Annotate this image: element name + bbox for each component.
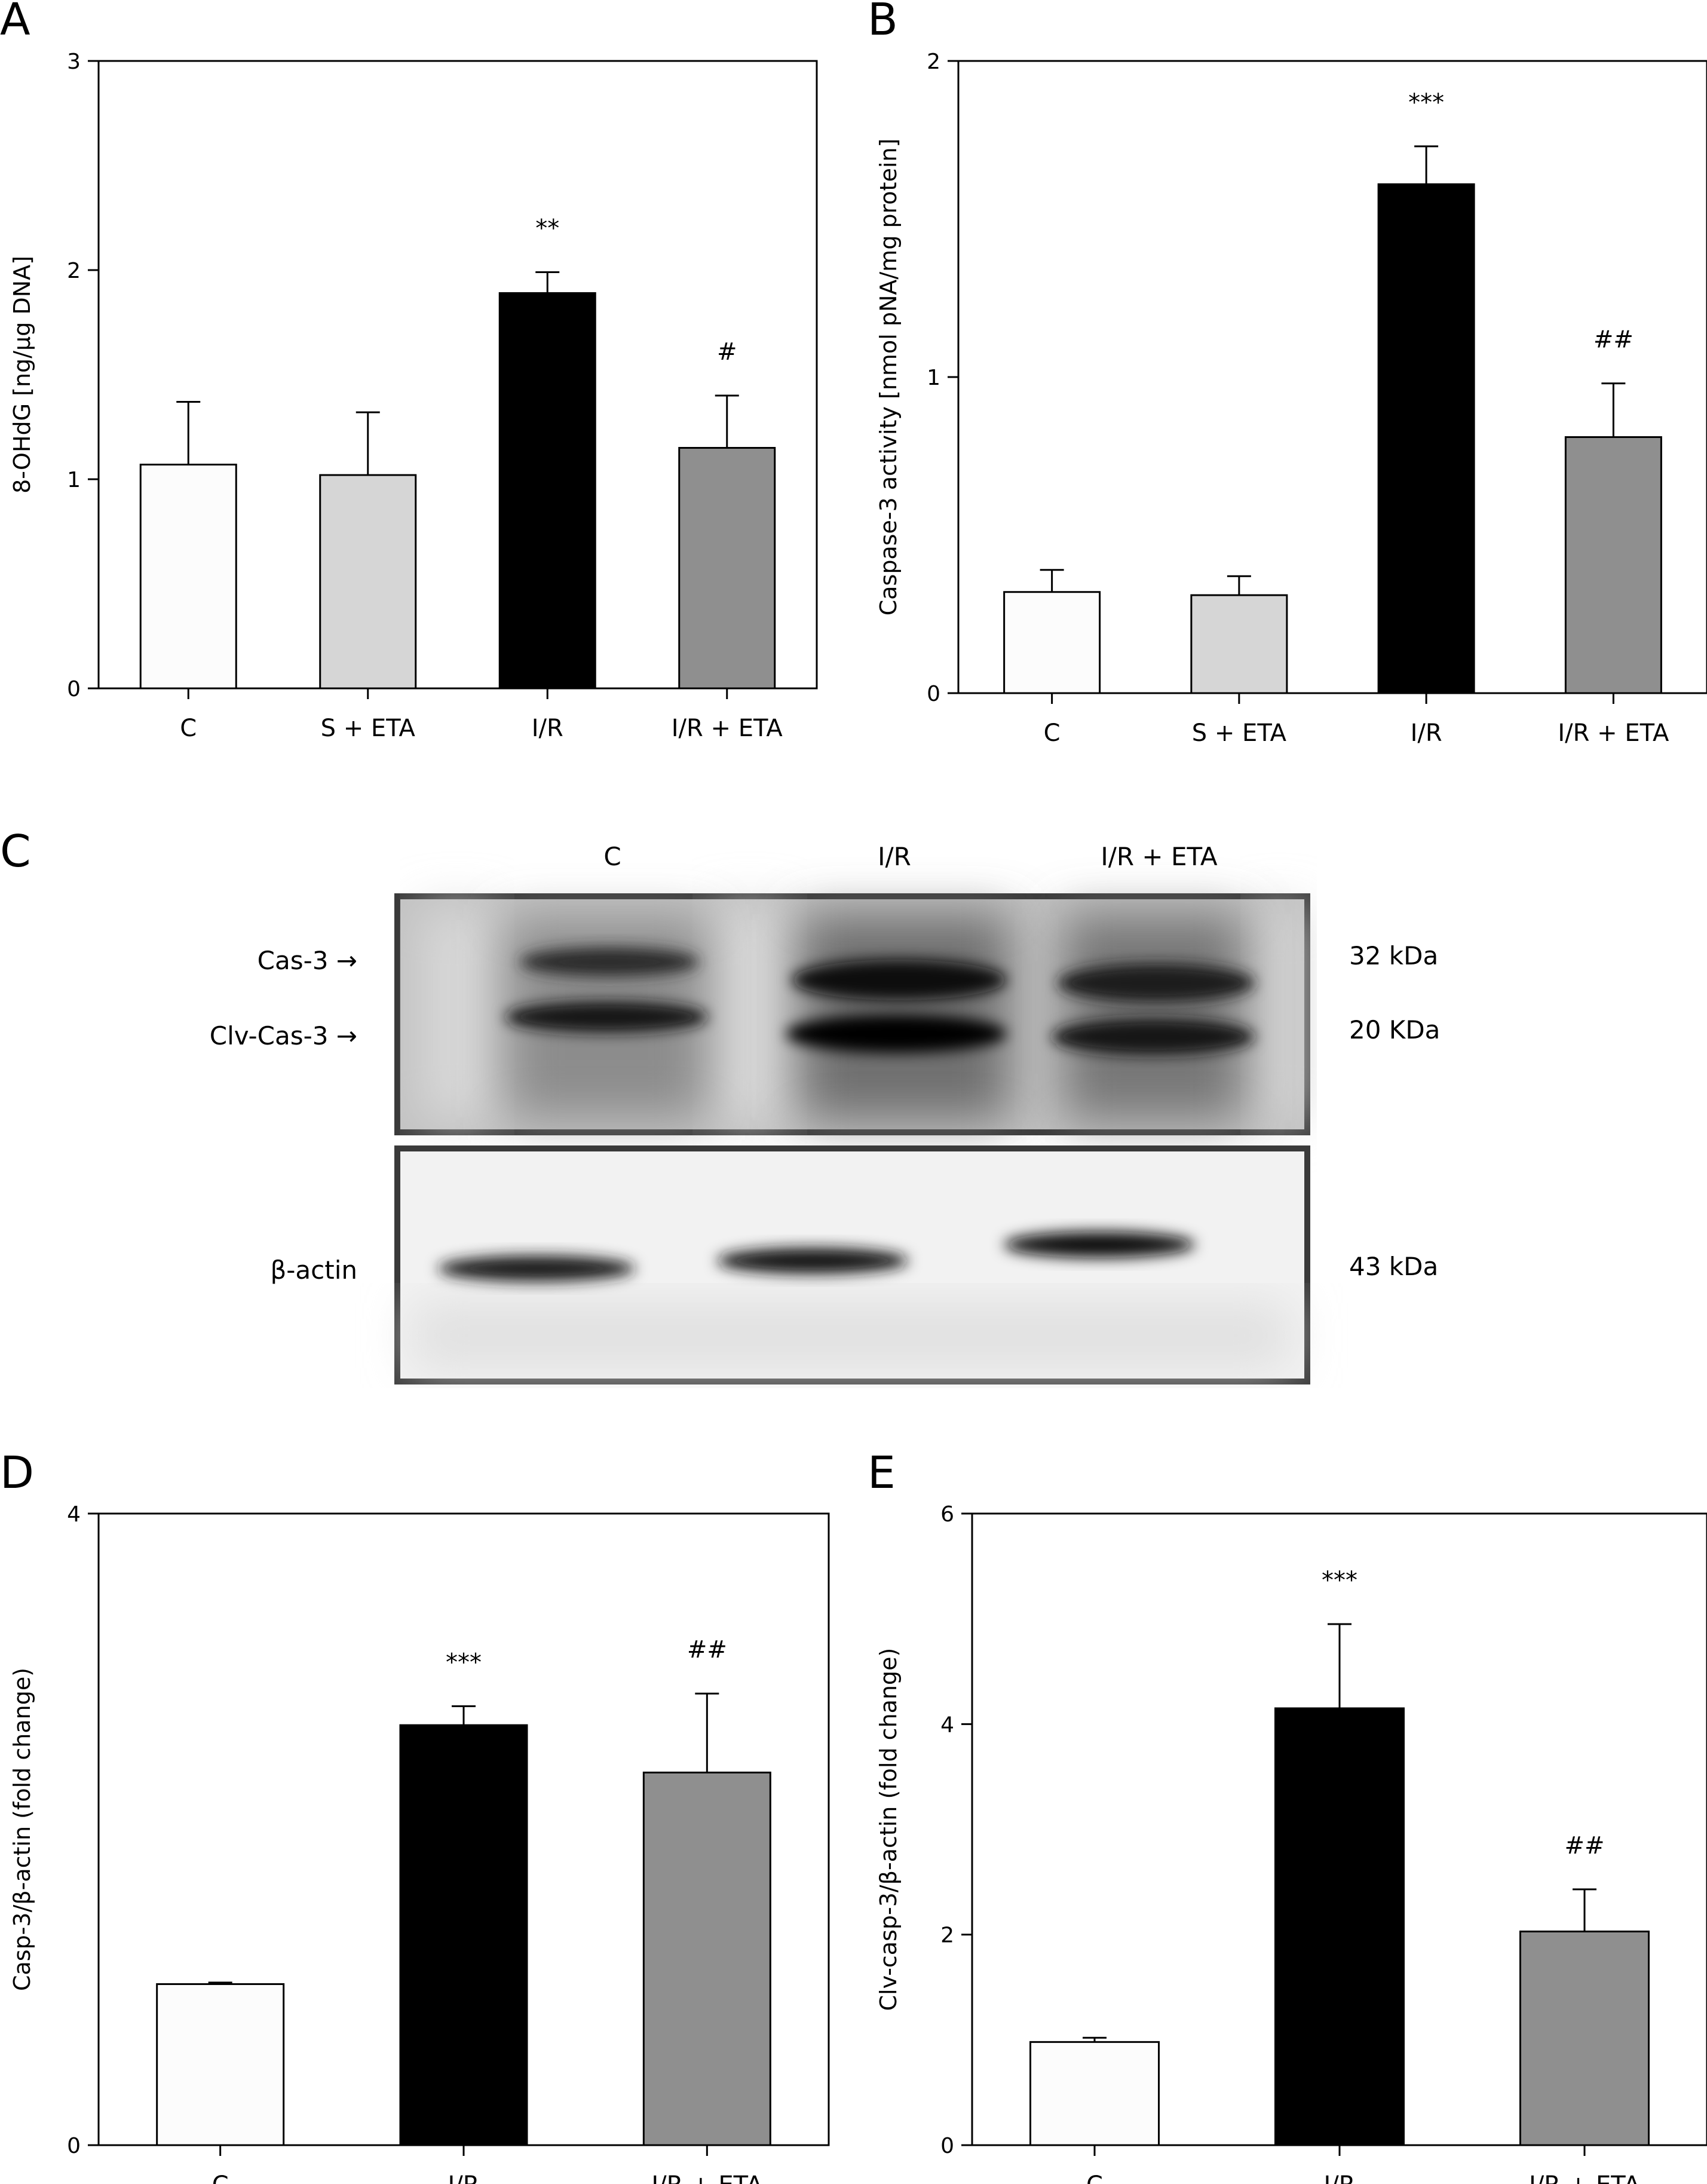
y-tick-label: 2 [927, 50, 940, 74]
x-tick-label: I/R + ETA [1558, 719, 1669, 747]
y-tick-label: 4 [67, 1502, 81, 1527]
y-tick-label: 0 [67, 2134, 81, 2158]
panel-letter-a: A [0, 0, 30, 45]
y-tick-label: 0 [940, 2134, 954, 2158]
y-tick-label: 1 [67, 468, 81, 492]
x-tick-label: C [1086, 2171, 1103, 2184]
panel-letter-e: E [868, 1447, 896, 1499]
significance-label: *** [446, 1649, 482, 1676]
bar [399, 1724, 528, 2146]
x-tick-label: S + ETA [1192, 719, 1287, 747]
band-beta-actin-ir [717, 1248, 908, 1274]
x-tick-label: I/R [1411, 719, 1442, 747]
panel-letter-c: C [0, 826, 31, 877]
size-beta-actin: 43 kDa [1349, 1252, 1438, 1281]
band-beta-actin-ir-eta [1004, 1232, 1195, 1258]
band-clv-cas3-ir-eta [1052, 1019, 1255, 1055]
lane-label-ir-eta: I/R + ETA [1101, 842, 1218, 871]
significance-label: ** [535, 215, 559, 243]
y-tick-label: 2 [940, 1923, 954, 1948]
y-tick-label: 0 [927, 682, 940, 706]
western-blot: C I/R I/R + ETA Cas-3 → [210, 842, 1440, 1384]
y-tick-label: 1 [927, 366, 940, 390]
panel-letter-d: D [0, 1447, 34, 1499]
x-tick-label: I/R [532, 715, 563, 742]
x-tick-label: I/R + ETA [1529, 2171, 1641, 2184]
x-tick-label: C [1044, 719, 1061, 747]
beta-actin-blot [394, 1145, 1310, 1384]
bar [1190, 594, 1288, 694]
band-cas3-ir-eta [1058, 964, 1255, 1002]
bar [498, 292, 596, 690]
bar [319, 474, 417, 690]
bar [1377, 183, 1475, 694]
y-tick-label: 2 [67, 259, 81, 283]
significance-label: *** [1322, 1567, 1357, 1594]
significance-label: ## [1593, 326, 1634, 354]
bar [1564, 436, 1662, 694]
x-tick-label: I/R [1323, 2171, 1355, 2184]
y-axis-label: 8-OHdG [ng/μg DNA] [9, 256, 35, 494]
band-clv-cas3-ir [786, 1015, 1007, 1053]
chart-b-caspase3-activity: 0 1 2 Caspase-3 activity [nmol pNA/mg prote… [875, 50, 1707, 747]
y-tick-label: 0 [67, 677, 81, 702]
bar [1029, 2041, 1160, 2146]
lane-label-ir: I/R [878, 842, 911, 871]
x-tick-label: C [212, 2171, 229, 2184]
label-cas3: Cas-3 → [258, 946, 357, 975]
x-tick-label: S + ETA [321, 715, 416, 742]
chart-a-8ohdg: 0 1 2 3 8-OHdG [ng/μg DNA] C S + ETA ** I/R # I/R … [9, 50, 818, 742]
size-cas3: 32 kDa [1349, 941, 1438, 970]
bar [642, 1771, 771, 2146]
panel-letter-b: B [868, 0, 898, 45]
bar [156, 1983, 285, 2146]
y-axis-label: Clv-casp-3/β-actin (fold change) [875, 1648, 902, 2011]
size-clv-cas3: 20 KDa [1349, 1015, 1440, 1044]
x-tick-label: I/R + ETA [651, 2171, 763, 2184]
band-beta-actin-c [438, 1255, 635, 1282]
band-cas3-c [520, 948, 699, 976]
label-beta-actin: β-actin [270, 1255, 357, 1285]
band-clv-cas3-c [505, 1001, 708, 1033]
band-cas3-ir [792, 960, 1007, 1000]
bar [139, 464, 237, 690]
chart-d-casp3-ratio: 0 4 Casp-3/β-actin (fold change) C *** I/R ## I… [9, 1502, 830, 2184]
y-tick-label: 3 [67, 50, 81, 74]
y-tick-label: 6 [940, 1502, 954, 1527]
significance-label: *** [1408, 89, 1444, 117]
x-tick-label: I/R [448, 2171, 479, 2184]
significance-label: ## [1564, 1832, 1604, 1860]
lane-label-c: C [603, 842, 621, 871]
bar [1003, 591, 1101, 694]
chart-e-clv-casp3-ratio: 0 2 4 6 Clv-casp-3/β-actin (fold change) C ***… [875, 1502, 1707, 2184]
bar [678, 447, 776, 690]
bar [1519, 1930, 1650, 2146]
y-axis-label: Caspase-3 activity [nmol pNA/mg protein] [875, 139, 902, 616]
bar [1274, 1707, 1405, 2146]
plot-frame [97, 60, 818, 690]
y-tick-label: 4 [940, 1713, 954, 1737]
label-clv-cas3: Clv-Cas-3 → [210, 1021, 357, 1050]
y-axis-label: Casp-3/β-actin (fold change) [9, 1668, 35, 1991]
significance-label: ## [687, 1636, 727, 1664]
x-tick-label: I/R + ETA [672, 715, 783, 742]
caspase3-blot [394, 893, 1310, 1135]
x-tick-label: C [180, 715, 197, 742]
significance-label: # [717, 338, 737, 366]
